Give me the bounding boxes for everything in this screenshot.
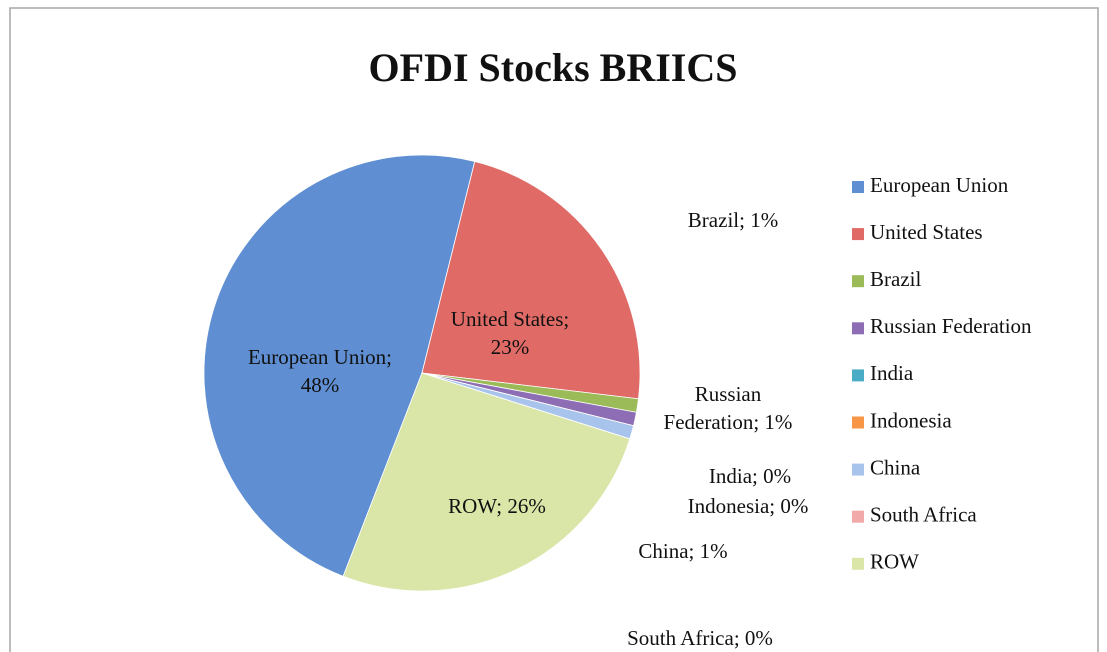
chart-title: OFDI Stocks BRIICS — [369, 45, 738, 90]
legend-swatch — [852, 557, 864, 570]
legend-label: European Union — [870, 173, 1009, 197]
legend-swatch — [852, 463, 864, 476]
legend-swatch — [852, 510, 864, 523]
pie-slice — [421, 160, 641, 400]
data-label: Russian Federation; 1% — [664, 382, 793, 434]
legend-label: United States — [870, 220, 983, 244]
legend-label: ROW — [870, 550, 919, 574]
data-label: South Africa; 0% — [627, 626, 773, 650]
legend-label: China — [870, 455, 921, 479]
data-label: Brazil; 1% — [688, 208, 778, 232]
legend-swatch — [852, 181, 864, 193]
legend-swatch — [852, 416, 864, 429]
chart-frame — [9, 7, 1099, 652]
data-label: China; 1% — [638, 539, 727, 563]
legend-label: Indonesia — [870, 408, 952, 432]
legend-label: Russian Federation — [870, 314, 1032, 338]
data-label: Indonesia; 0% — [688, 494, 809, 518]
data-label: European Union; 48% — [248, 345, 392, 397]
data-label: ROW; 26% — [448, 494, 546, 518]
legend-swatch — [852, 275, 864, 288]
legend-label: Brazil — [870, 267, 921, 291]
pie-slice — [203, 154, 476, 577]
legend-label: India — [870, 361, 914, 385]
legend-swatch — [852, 369, 864, 382]
data-label: United States; 23% — [451, 307, 569, 359]
legend-swatch — [852, 322, 864, 335]
legend-label: South Africa — [870, 503, 977, 527]
data-label: India; 0% — [709, 464, 791, 488]
legend-swatch — [852, 228, 864, 241]
pie-slice — [342, 372, 631, 592]
